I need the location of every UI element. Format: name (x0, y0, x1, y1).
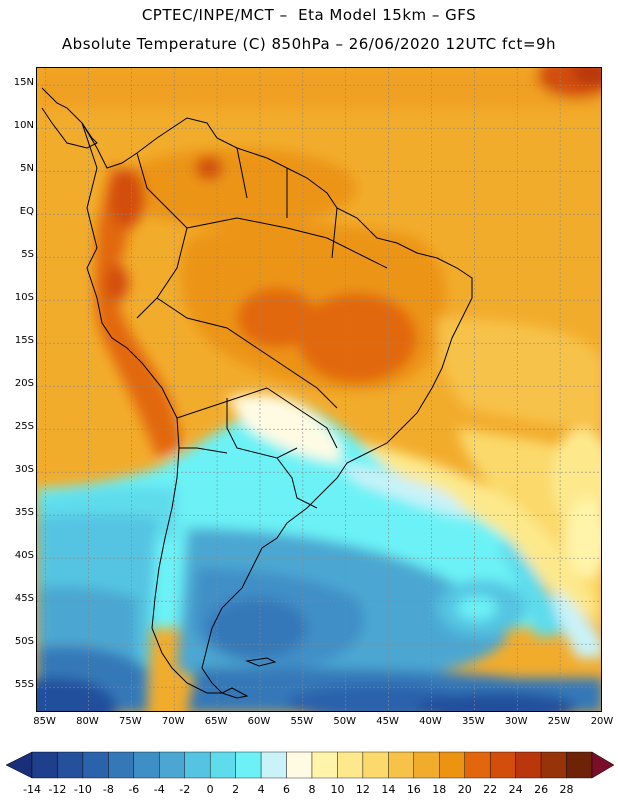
colorbar-swatch (515, 751, 542, 779)
colorbar-label: 12 (355, 783, 370, 796)
lat-label: 20S (14, 378, 34, 390)
title-line-1: CPTEC/INPE/MCT – Eta Model 15km – GFS (141, 6, 477, 24)
colorbar-label: 20 (457, 783, 472, 796)
colorbar-swatch (184, 751, 211, 779)
colorbar-swatch (260, 751, 287, 779)
lon-label: 40W (419, 716, 442, 727)
colorbar-label: 18 (432, 783, 447, 796)
colorbar-swatch (133, 751, 160, 779)
lon-label: 85W (33, 716, 56, 727)
colorbar-label: -8 (102, 783, 114, 796)
map-canvas (37, 68, 601, 711)
lon-label: 80W (76, 716, 99, 727)
colorbar-swatch (82, 751, 109, 779)
lon-label: 20W (590, 716, 614, 727)
colorbar-label: 14 (381, 783, 396, 796)
lon-label: 45W (376, 716, 399, 727)
colorbar-label: -14 (23, 783, 41, 796)
colorbar-label: 28 (559, 783, 574, 796)
lat-label: 55S (14, 679, 34, 691)
colorbar-swatch (108, 751, 135, 779)
lon-label: 60W (247, 716, 271, 727)
colorbar-swatch (209, 751, 236, 779)
colorbar-swatch (439, 751, 465, 779)
lat-label: 25S (14, 421, 34, 433)
lat-label: 15S (14, 335, 34, 347)
lon-label: 35W (462, 716, 485, 727)
colorbar-label: 0 (206, 783, 214, 796)
lat-label: EQ (19, 206, 34, 218)
colorbar-swatch (489, 751, 516, 779)
colorbar-label: -10 (73, 783, 92, 796)
colorbar-swatch (566, 751, 593, 779)
temperature-map (36, 67, 602, 712)
colorbar-label: 2 (232, 783, 240, 796)
colorbar-min-arrow (5, 751, 33, 779)
lat-label: 35S (14, 507, 34, 519)
lat-label: 5N (20, 163, 34, 175)
colorbar-label: 24 (508, 783, 523, 796)
colorbar-label: -4 (153, 783, 165, 796)
colorbar-swatch (337, 751, 364, 779)
colorbar-swatch (388, 751, 415, 779)
colorbar-swatch (413, 751, 440, 779)
lat-label: 5S (21, 249, 34, 261)
colorbar-label: -2 (179, 783, 191, 796)
title-line-2: Absolute Temperature (C) 850hPa – 26/06/… (61, 35, 557, 53)
lat-label: 40S (14, 550, 34, 562)
colorbar-swatch (464, 751, 491, 779)
lon-label: 55W (290, 716, 314, 727)
colorbar-max-arrow (591, 751, 615, 779)
colorbar-label: 10 (330, 783, 345, 796)
lon-label: 75W (119, 716, 142, 727)
color-legend (5, 751, 615, 779)
lat-label: 15N (13, 77, 34, 89)
lon-label: 70W (161, 716, 185, 727)
colorbar-label: 26 (534, 783, 549, 796)
colorbar-label: 8 (308, 783, 316, 796)
lon-label: 30W (504, 716, 528, 727)
colorbar-swatch (235, 751, 262, 779)
colorbar-label: 22 (483, 783, 498, 796)
temperature-field (37, 68, 601, 711)
lat-label: 50S (14, 636, 34, 648)
lat-label: 45S (14, 593, 34, 605)
colorbar-label: 6 (283, 783, 291, 796)
grid-lines (37, 68, 601, 711)
colorbar-swatch (362, 751, 389, 779)
coastline (41, 87, 473, 699)
colorbar-swatch (286, 751, 313, 779)
colorbar-swatch (540, 751, 567, 779)
colorbar-label: -12 (48, 783, 67, 796)
colorbar-swatch (31, 751, 58, 779)
lon-label: 25W (547, 716, 571, 727)
lon-label: 65W (204, 716, 228, 727)
lat-label: 10N (13, 120, 34, 132)
colorbar-swatch (159, 751, 185, 779)
colorbar-label: -6 (128, 783, 140, 796)
colorbar-swatch (311, 751, 338, 779)
lon-label: 50W (333, 716, 357, 727)
lat-label: 10S (14, 292, 34, 304)
colorbar-swatch (57, 751, 84, 779)
colorbar-label: 16 (406, 783, 421, 796)
lat-label: 30S (14, 464, 34, 476)
colorbar-label: 4 (257, 783, 265, 796)
